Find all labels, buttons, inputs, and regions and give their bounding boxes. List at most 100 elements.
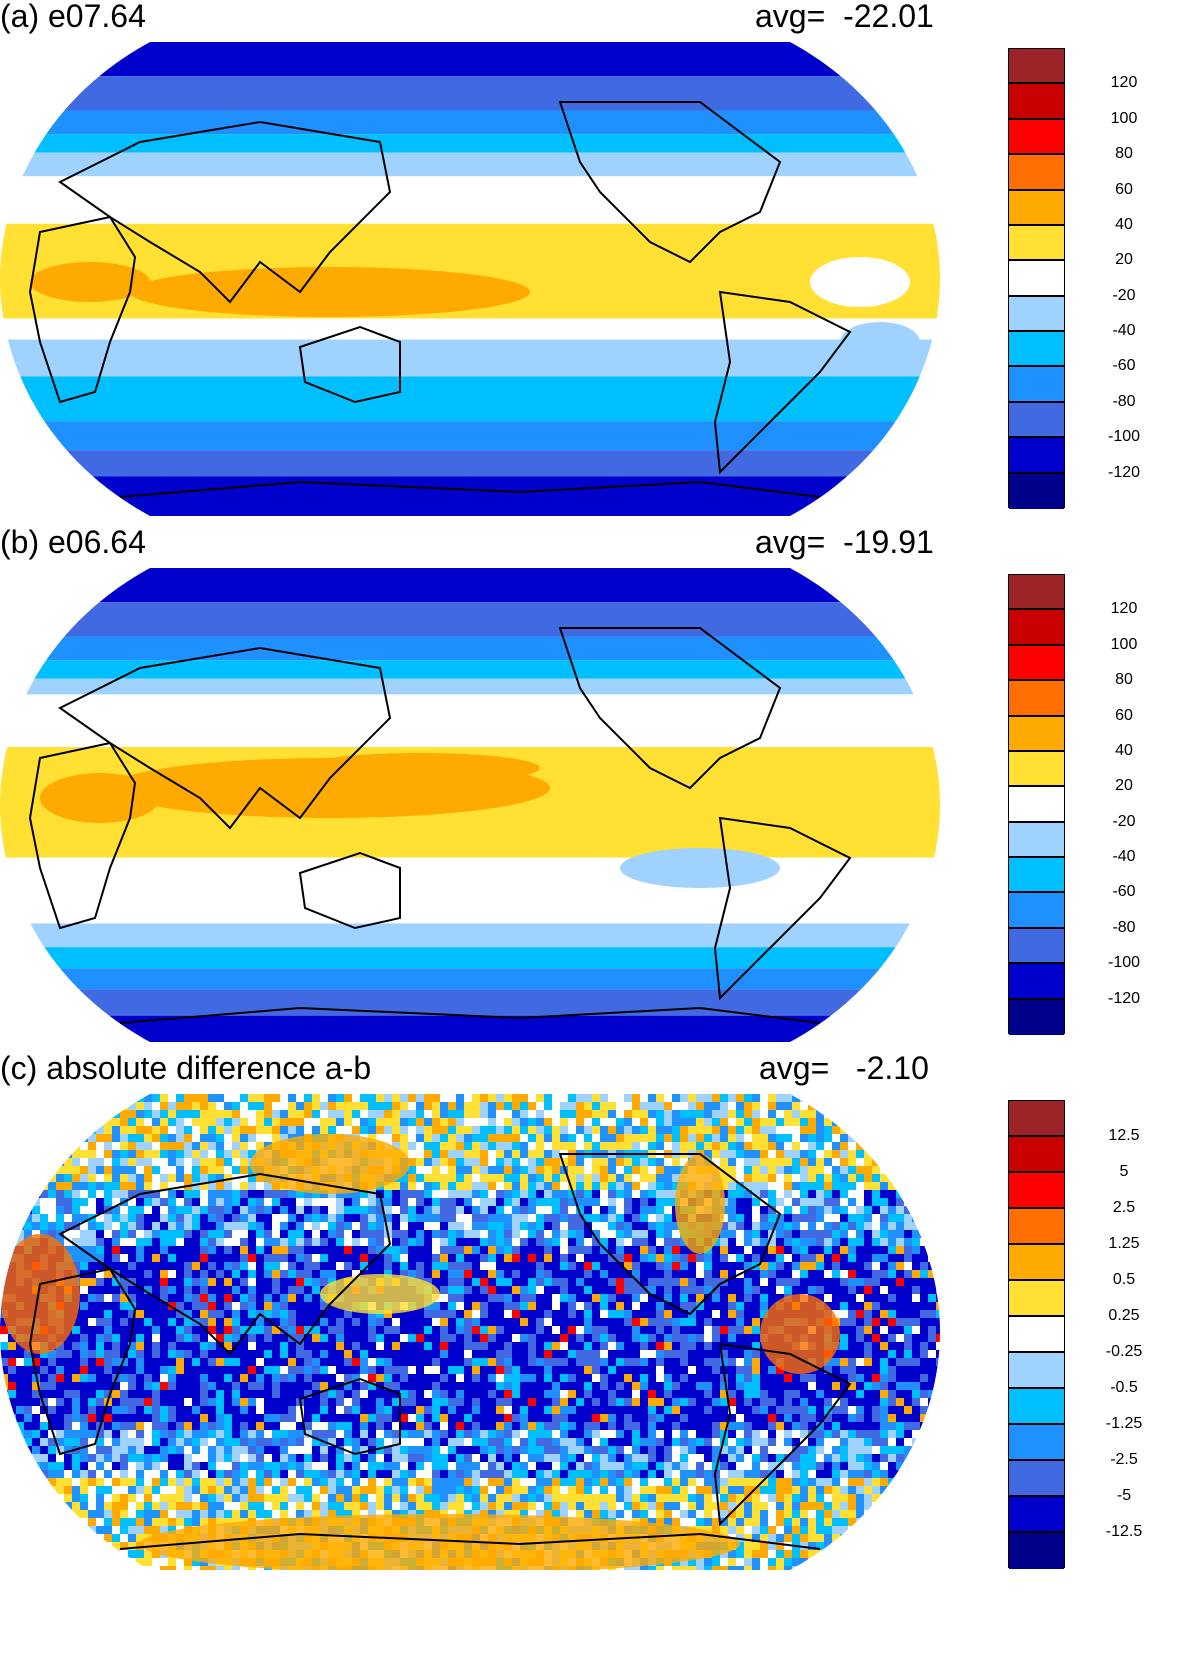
colorbar-box <box>1009 438 1064 474</box>
avg-label: avg= <box>759 1050 830 1086</box>
colorbar-box <box>1009 787 1064 823</box>
colorbar-label: 100 <box>1110 109 1138 127</box>
coastline <box>713 816 852 1001</box>
panel-average: avg= -19.91 <box>755 526 934 558</box>
field-patch <box>760 1294 840 1374</box>
colorbar-label: -0.25 <box>1105 1343 1143 1360</box>
colorbar-box <box>1009 367 1064 403</box>
colorbar-box <box>1009 261 1064 297</box>
avg-value: -22.01 <box>843 0 934 34</box>
colorbar-box <box>1009 1173 1064 1209</box>
field-patch <box>40 773 160 823</box>
coastline <box>558 627 782 790</box>
coastline <box>558 101 782 264</box>
field-patch <box>300 753 540 783</box>
coastline <box>119 1006 821 1024</box>
field-band <box>0 636 940 661</box>
field-band <box>0 989 940 1016</box>
field-band <box>0 152 940 177</box>
coastline <box>713 1342 852 1527</box>
colorbar-label: -20 <box>1112 286 1136 304</box>
colorbar-box <box>1009 1389 1064 1425</box>
coastline <box>298 1377 401 1456</box>
panel-c: (c) absolute difference a-b avg= -2.10 1… <box>0 1052 1194 1677</box>
panel-title: (b) e06.64 <box>0 524 146 560</box>
colorbar-box <box>1009 999 1064 1035</box>
colorbar-label: -0.5 <box>1110 1379 1138 1396</box>
colorbar-label: 120 <box>1110 600 1138 618</box>
colorbar-box <box>1009 1245 1064 1281</box>
colorbar-box <box>1009 190 1064 226</box>
avg-label: avg= <box>755 524 826 560</box>
coastline <box>713 290 852 475</box>
colorbar-box <box>1009 928 1064 965</box>
colorbar-box <box>1009 1425 1064 1461</box>
avg-value: -19.91 <box>843 524 934 560</box>
colorbar-label: 12.5 <box>1108 1127 1140 1144</box>
colorbar-label: 1.25 <box>1108 1235 1140 1252</box>
colorbar-box <box>1009 1209 1064 1245</box>
coastline <box>119 480 821 498</box>
coastline <box>28 1267 137 1456</box>
colorbar-label: 40 <box>1115 215 1133 233</box>
colorbar-box <box>1009 332 1064 368</box>
colorbar-label: 0.25 <box>1108 1307 1140 1324</box>
colorbar-box <box>1009 1497 1064 1533</box>
coastline <box>58 1172 392 1356</box>
colorbar-label: 80 <box>1115 671 1133 689</box>
colorbar-label: -100 <box>1107 954 1141 972</box>
field-band <box>0 421 940 451</box>
colorbar-box <box>1009 402 1064 439</box>
field-patch <box>620 848 780 888</box>
colorbar-box <box>1009 1281 1064 1317</box>
field-band <box>0 42 940 77</box>
colorbar-label: 80 <box>1115 145 1133 163</box>
field-band <box>0 602 940 637</box>
field-patch <box>320 1274 440 1314</box>
field-band <box>0 568 940 603</box>
colorbar-label: 20 <box>1115 251 1133 269</box>
colorbar-label: -2.5 <box>1110 1451 1138 1468</box>
panel-a: (a) e07.64 avg= -22.01 120 100 80 60 40 20 -20… <box>0 0 1194 525</box>
field-band <box>0 376 940 422</box>
field-patch <box>30 262 150 302</box>
panel-average: avg= -2.10 <box>759 1052 929 1084</box>
panel-title: (c) absolute difference a-b <box>0 1050 372 1086</box>
colorbar-b <box>1008 574 1065 1035</box>
field-band <box>0 476 940 516</box>
coastline <box>28 215 137 404</box>
field-band <box>0 110 940 135</box>
field-band <box>0 678 940 695</box>
map-a <box>0 42 940 516</box>
coastline <box>558 1153 782 1316</box>
colorbar-box <box>1009 822 1064 858</box>
colorbar-label: 60 <box>1115 180 1133 198</box>
field-patch <box>840 322 920 362</box>
colorbar-label: -12.5 <box>1105 1523 1143 1540</box>
colorbar-box <box>1009 473 1064 509</box>
field-band <box>0 857 940 924</box>
colorbar-box <box>1009 858 1064 894</box>
colorbar-label: 20 <box>1115 777 1133 795</box>
colorbar-box <box>1009 751 1064 788</box>
colorbar-box <box>1009 155 1064 191</box>
coastline <box>298 851 401 930</box>
colorbar-label: -40 <box>1112 848 1136 866</box>
colorbar-box <box>1009 119 1064 156</box>
colorbar-box <box>1009 575 1064 611</box>
colorbar-label: -5 <box>1116 1487 1132 1504</box>
coastline <box>58 120 392 304</box>
panel-average: avg= -22.01 <box>755 0 934 32</box>
colorbar-box <box>1009 84 1064 120</box>
panel-b: (b) e06.64 avg= -19.91 120 100 80 60 40 20 -20… <box>0 526 1194 1051</box>
field-patch <box>140 1514 740 1570</box>
colorbar-box <box>1009 1533 1064 1569</box>
field-band <box>0 694 940 748</box>
colorbar-box <box>1009 1461 1064 1497</box>
colorbar-box <box>1009 681 1064 717</box>
field-patch <box>810 257 910 307</box>
colorbar-label: -80 <box>1112 392 1136 410</box>
map-b <box>0 568 940 1042</box>
colorbar-box <box>1009 1137 1064 1173</box>
coastline <box>58 646 392 830</box>
